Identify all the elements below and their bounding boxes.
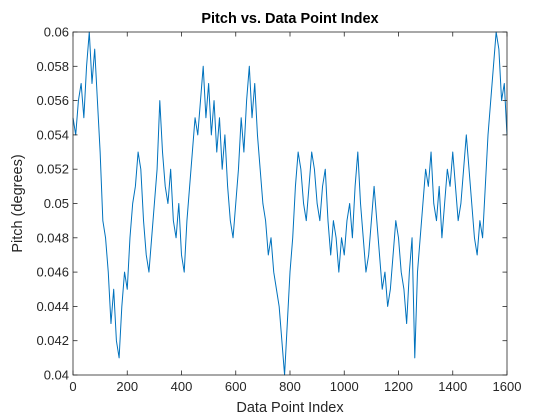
y-tick-label: 0.04 — [44, 368, 69, 383]
y-tick-label: 0.044 — [36, 299, 69, 314]
y-tick-label: 0.048 — [36, 230, 69, 245]
y-axis: 0.04 0.042 0.044 0.046 0.048 0.05 0.052 0.054 0.… — [36, 25, 507, 383]
y-tick-label: 0.056 — [36, 93, 69, 108]
x-tick-label: 1000 — [330, 379, 359, 394]
x-tick-label: 200 — [116, 379, 138, 394]
x-tick-label: 400 — [171, 379, 193, 394]
x-tick-label: 1400 — [438, 379, 467, 394]
x-axis-label: Data Point Index — [236, 400, 344, 416]
y-tick-label: 0.046 — [36, 265, 69, 280]
y-tick-label: 0.042 — [36, 333, 69, 348]
y-tick-label: 0.05 — [44, 196, 69, 211]
series-layer — [72, 31, 508, 376]
x-axis: 0 200 400 600 800 1000 1200 1400 1600 — [69, 32, 521, 394]
x-tick-label: 1600 — [493, 379, 522, 394]
x-tick-label: 0 — [69, 379, 76, 394]
y-tick-label: 0.054 — [36, 127, 69, 142]
x-tick-label: 1200 — [384, 379, 413, 394]
plot-area — [73, 32, 507, 375]
y-tick-label: 0.052 — [36, 162, 69, 177]
x-tick-label: 800 — [279, 379, 301, 394]
chart-title: Pitch vs. Data Point Index — [201, 11, 378, 27]
series-line-0 — [72, 31, 508, 376]
x-tick-label: 600 — [225, 379, 247, 394]
y-tick-label: 0.06 — [44, 25, 69, 40]
y-tick-label: 0.058 — [36, 59, 69, 74]
y-axis-label: Pitch (degrees) — [10, 154, 26, 252]
